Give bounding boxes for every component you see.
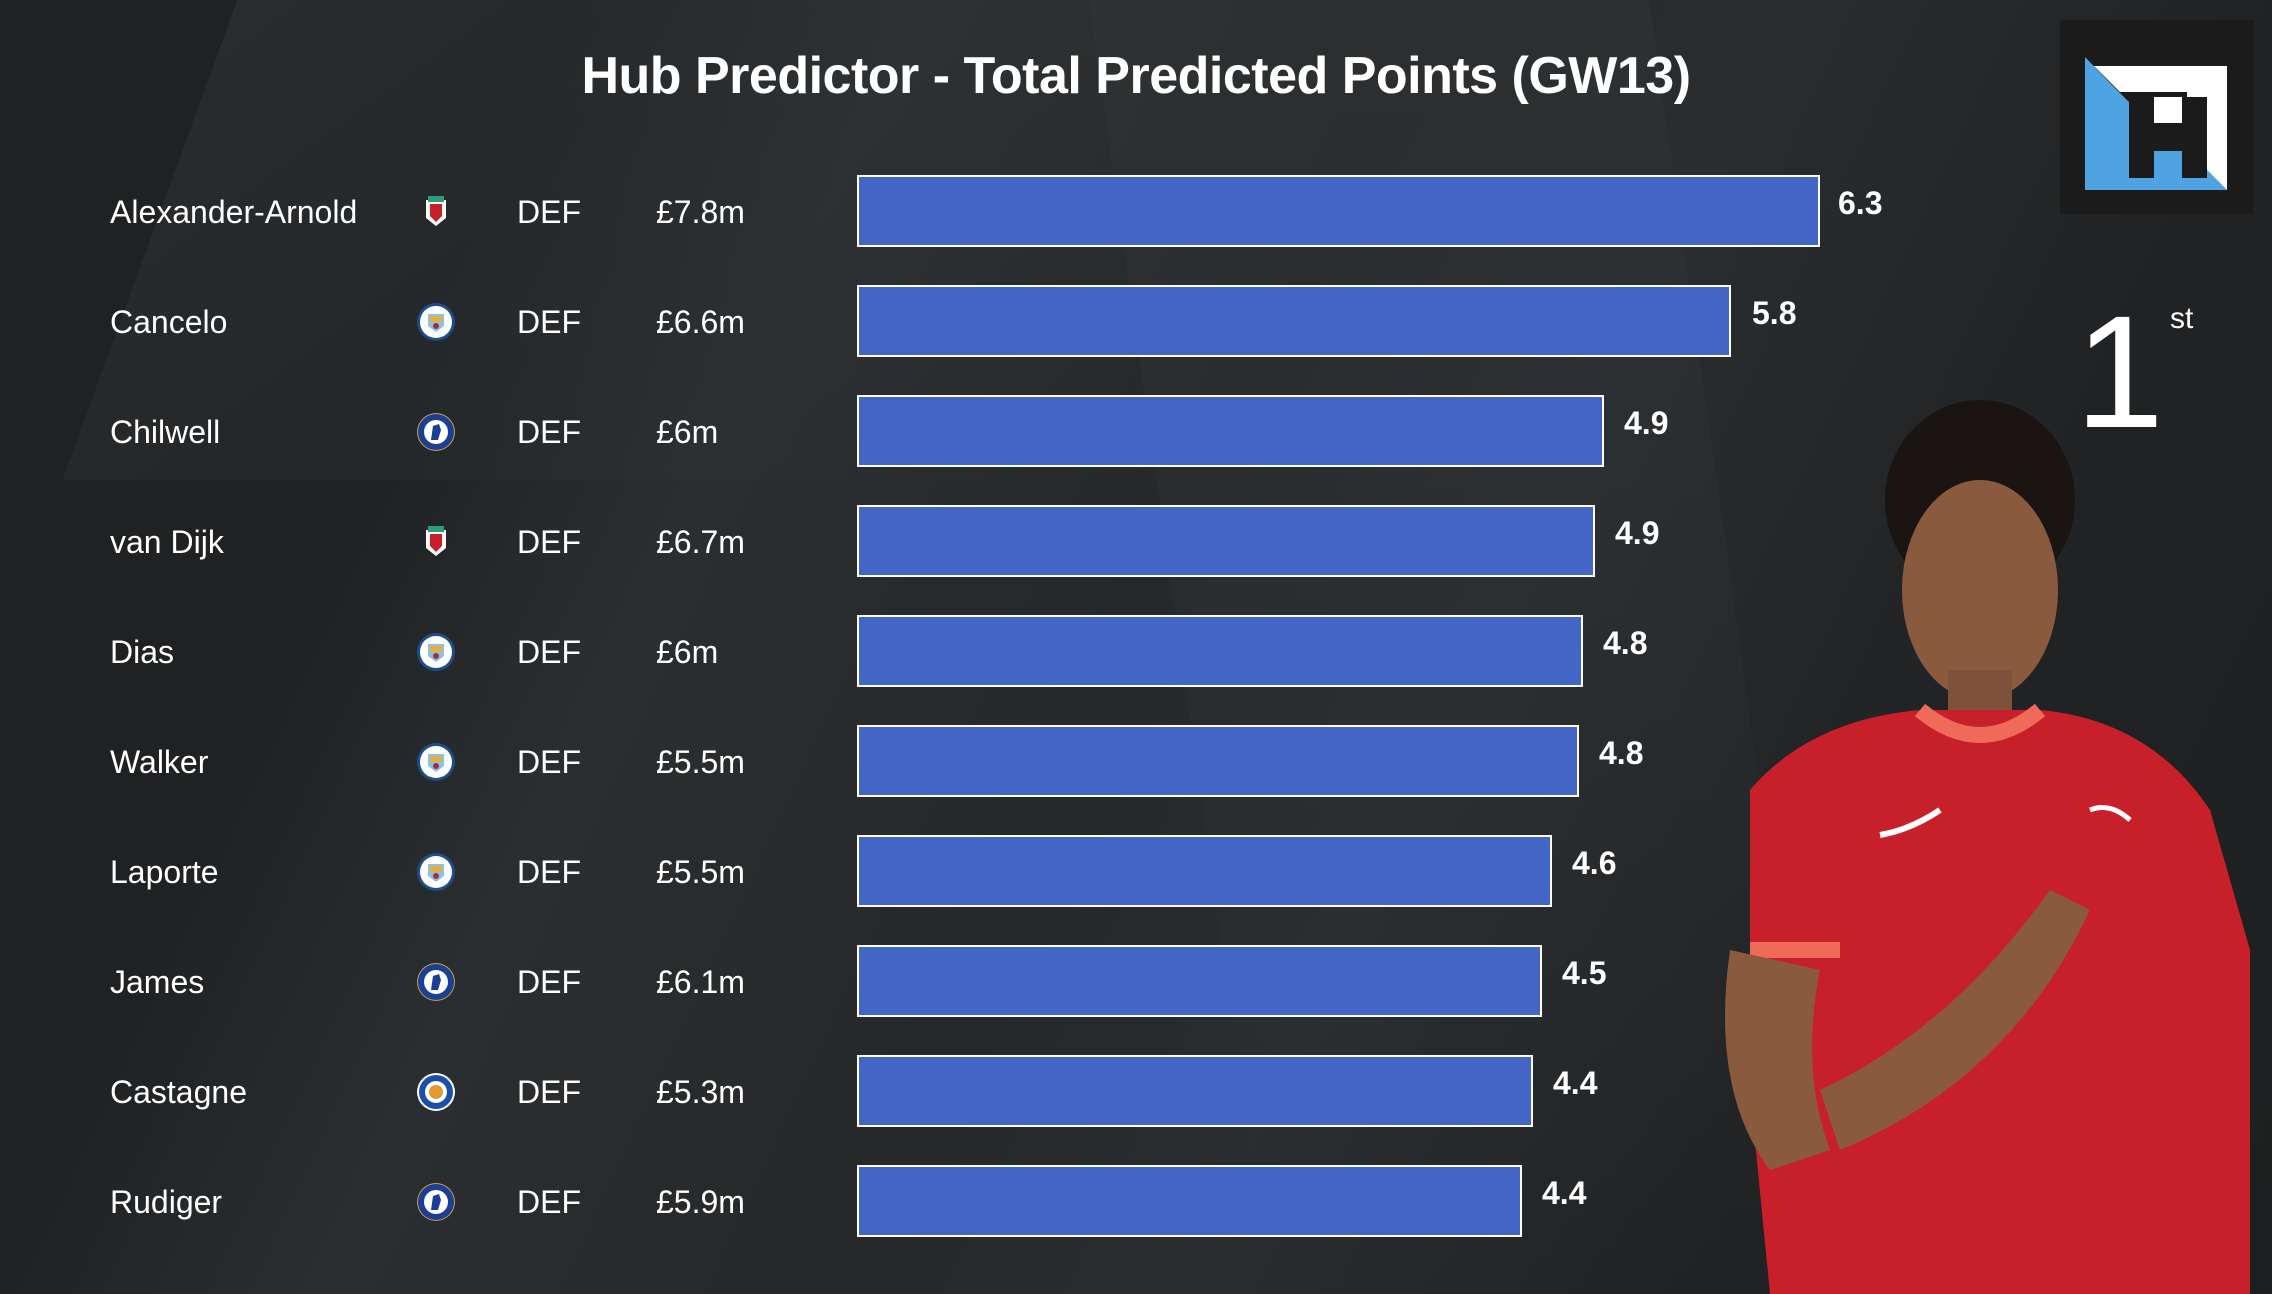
player-row: Cancelo DEF £6.6m 5.8 (0, 267, 2272, 377)
points-label: 5.8 (1752, 295, 1797, 331)
points-bar (857, 725, 1579, 797)
liverpool-crest-icon (426, 526, 446, 556)
player-name: Laporte (110, 854, 219, 890)
player-position: DEF (517, 414, 581, 450)
player-name: Castagne (110, 1074, 247, 1110)
player-name: Rudiger (110, 1184, 223, 1220)
player-price: £5.5m (656, 744, 745, 780)
player-name: van Dijk (110, 524, 224, 560)
player-name: Chilwell (110, 414, 221, 450)
player-position: DEF (517, 634, 581, 670)
points-bar (857, 835, 1552, 907)
points-label: 4.4 (1542, 1175, 1587, 1211)
player-row: Alexander-Arnold DEF £7.8m 6.3 (0, 157, 2272, 267)
player-price: £5.9m (656, 1184, 745, 1220)
points-label: 4.4 (1553, 1065, 1598, 1101)
man-city-crest-icon (417, 303, 455, 341)
points-bar (857, 1055, 1533, 1127)
player-price: £5.3m (656, 1074, 745, 1110)
points-label: 4.6 (1572, 845, 1617, 881)
player-row: Rudiger DEF £5.9m 4.4 (0, 1147, 2272, 1257)
player-position: DEF (517, 1074, 581, 1110)
points-label: 4.8 (1603, 625, 1648, 661)
player-photo (1725, 400, 2250, 1294)
player-price: £6m (656, 634, 719, 670)
rank-number: 1 (2075, 282, 2164, 461)
player-price: £6.6m (656, 304, 745, 340)
player-position: DEF (517, 854, 581, 890)
points-bar (857, 285, 1731, 357)
liverpool-crest-icon (426, 196, 446, 226)
chelsea-crest-icon (417, 963, 455, 1001)
fantasy-hub-logo (2060, 20, 2254, 214)
player-name: Dias (110, 634, 175, 670)
chart-title: Hub Predictor - Total Predicted Points (… (581, 47, 1691, 105)
player-row: Chilwell DEF £6m 4.9 (0, 377, 2272, 487)
points-bar (857, 615, 1583, 687)
man-city-crest-icon (417, 853, 455, 891)
chelsea-crest-icon (417, 1183, 455, 1221)
player-row: Walker DEF £5.5m 4.8 (0, 707, 2272, 817)
player-name: Walker (110, 744, 209, 780)
rank-suffix: st (2170, 302, 2194, 335)
man-city-crest-icon (417, 633, 455, 671)
player-position: DEF (517, 304, 581, 340)
logo-icon (2085, 57, 2227, 190)
points-label: 4.9 (1615, 515, 1660, 551)
player-name: Alexander-Arnold (110, 194, 358, 230)
player-position: DEF (517, 744, 581, 780)
points-bar (857, 1165, 1522, 1237)
player-position: DEF (517, 524, 581, 560)
player-row: Castagne DEF £5.3m 4.4 (0, 1037, 2272, 1147)
player-price: £5.5m (656, 854, 745, 890)
points-bar (857, 395, 1604, 467)
player-row: Dias DEF £6m 4.8 (0, 597, 2272, 707)
points-bar (857, 175, 1820, 247)
player-position: DEF (517, 1184, 581, 1220)
player-position: DEF (517, 194, 581, 230)
man-city-crest-icon (417, 743, 455, 781)
player-price: £6.7m (656, 524, 745, 560)
points-bar (857, 505, 1595, 577)
player-name: James (110, 964, 205, 1000)
player-row: van Dijk DEF £6.7m 4.9 (0, 487, 2272, 597)
player-row: James DEF £6.1m 4.5 (0, 927, 2272, 1037)
player-price: £6.1m (656, 964, 745, 1000)
chelsea-crest-icon (417, 413, 455, 451)
points-bar (857, 945, 1542, 1017)
points-label: 4.9 (1624, 405, 1669, 441)
player-row: Laporte DEF £5.5m 4.6 (0, 817, 2272, 927)
points-label: 4.5 (1562, 955, 1607, 991)
points-label: 6.3 (1838, 185, 1883, 221)
points-label: 4.8 (1599, 735, 1644, 771)
player-price: £6m (656, 414, 719, 450)
player-price: £7.8m (656, 194, 745, 230)
player-position: DEF (517, 964, 581, 1000)
leicester-crest-icon (417, 1073, 455, 1111)
player-name: Cancelo (110, 304, 228, 340)
